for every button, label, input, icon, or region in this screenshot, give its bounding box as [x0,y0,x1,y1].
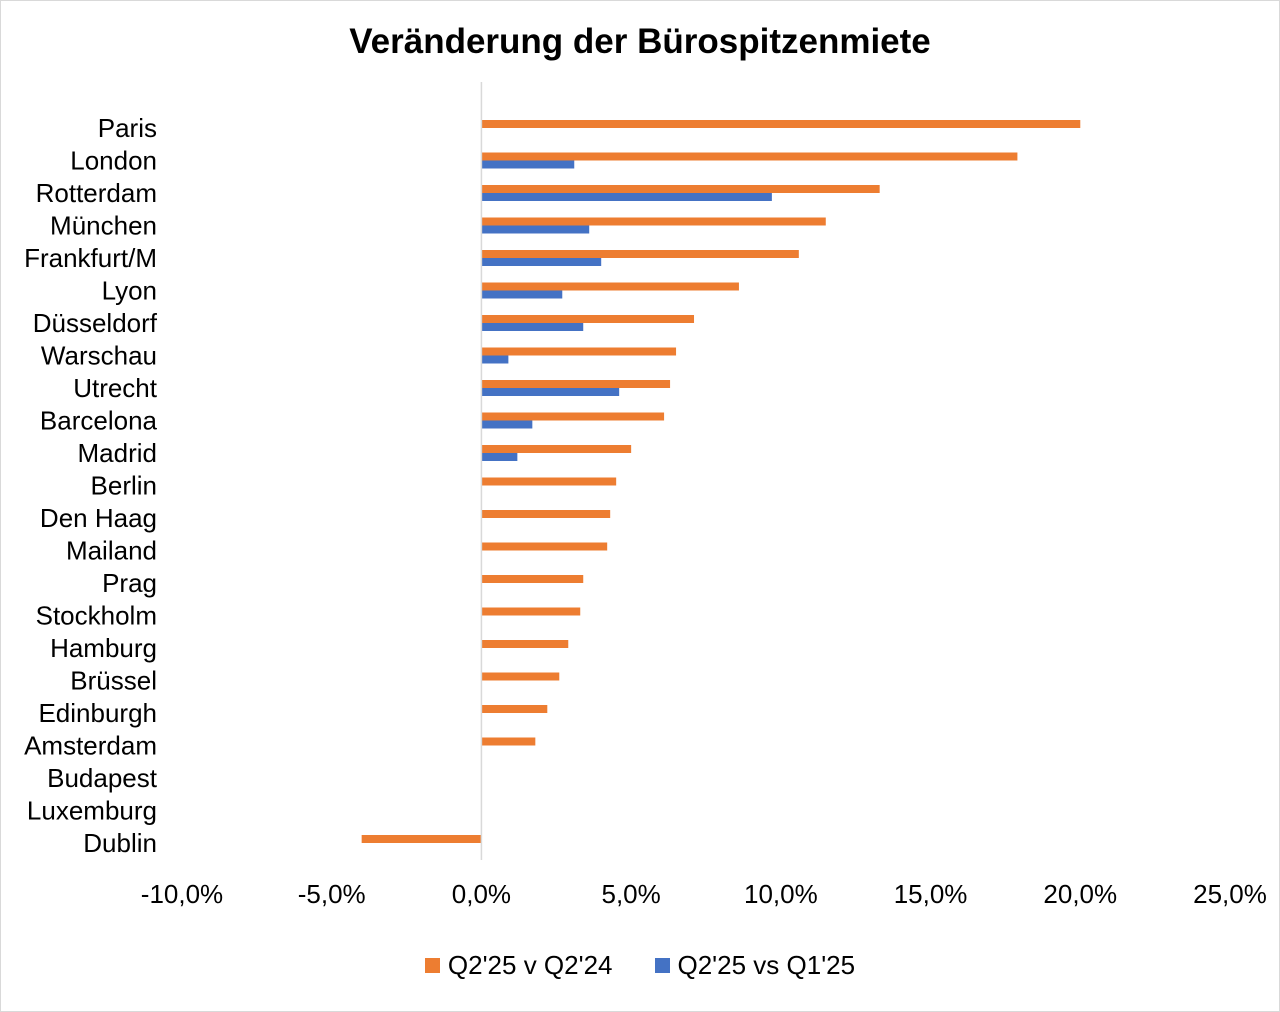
bar-duesseldorf-series-1 [481,315,695,323]
bar-utrecht-series-2 [481,388,620,396]
legend-label-series-1: Q2'25 v Q2'24 [447,950,613,980]
bars-layer [361,120,1081,843]
x-tick-label: 5,0% [602,879,661,909]
bar-muenchen-series-2 [481,225,590,234]
x-tick-label: 15,0% [894,879,968,909]
legend-label-series-2: Q2'25 vs Q1'25 [677,950,856,980]
bar-frankfurt-m-series-2 [481,258,602,266]
bar-duesseldorf-series-2 [481,323,584,331]
bar-hamburg-series-1 [481,640,569,648]
category-label-duesseldorf: Düsseldorf [33,308,158,338]
category-label-mailand: Mailand [66,536,157,566]
bar-rotterdam-series-2 [481,193,772,201]
chart-title: Veränderung der Bürospitzenmiete [349,22,931,61]
legend-swatch-series-1 [424,958,440,973]
bar-madrid-series-1 [481,445,632,453]
bar-warschau-series-1 [481,347,677,356]
legend-swatch-series-2 [654,958,670,973]
category-label-muenchen: München [50,211,157,241]
bar-amsterdam-series-1 [481,737,536,746]
bar-prag-series-1 [481,575,584,583]
category-label-edinburgh: Edinburgh [38,698,157,728]
category-label-dublin: Dublin [83,828,157,858]
bar-london-series-1 [481,152,1018,161]
legend-item-series-1: Q2'25 v Q2'24 [424,950,613,981]
bar-frankfurt-m-series-1 [481,250,799,258]
bar-london-series-2 [481,160,575,169]
category-label-frankfurt-m: Frankfurt/M [24,243,157,273]
bar-paris-series-1 [481,120,1081,128]
bar-dublin-series-1 [361,835,482,843]
bar-bruessel-series-1 [481,672,560,681]
bar-berlin-series-1 [481,477,617,486]
category-label-den-haag: Den Haag [40,503,157,533]
x-tick-label: 20,0% [1043,879,1117,909]
x-tick-label: 25,0% [1193,879,1267,909]
legend-item-series-2: Q2'25 vs Q1'25 [654,950,856,981]
category-label-madrid: Madrid [78,438,157,468]
bar-barcelona-series-1 [481,412,665,421]
category-labels: ParisLondonRotterdamMünchenFrankfurt/MLy… [24,113,158,858]
bar-mailand-series-1 [481,542,608,551]
bar-den-haag-series-1 [481,510,611,518]
category-label-rotterdam: Rotterdam [36,178,157,208]
category-label-luxemburg: Luxemburg [27,796,157,826]
bar-edinburgh-series-1 [481,705,548,713]
bar-utrecht-series-1 [481,380,671,388]
category-label-warschau: Warschau [41,341,157,371]
category-label-barcelona: Barcelona [40,406,158,436]
bar-lyon-series-1 [481,282,739,291]
bar-madrid-series-2 [481,453,518,461]
x-tick-label: -10,0% [141,879,223,909]
category-label-budapest: Budapest [47,763,158,793]
category-label-london: London [70,146,157,176]
legend: Q2'25 v Q2'24 Q2'25 vs Q1'25 [0,950,1280,981]
category-label-prag: Prag [102,568,157,598]
bar-stockholm-series-1 [481,607,581,616]
x-tick-label: -5,0% [298,879,366,909]
category-label-amsterdam: Amsterdam [24,731,157,761]
category-label-lyon: Lyon [102,276,157,306]
x-tick-labels: -10,0% -5,0% 0,0% 5,0% 10,0% 15,0% 20,0% 25,0% [141,879,1267,909]
category-label-stockholm: Stockholm [36,601,157,631]
bar-rotterdam-series-1 [481,185,880,193]
category-label-utrecht: Utrecht [73,373,158,403]
x-tick-label: 0,0% [452,879,511,909]
bar-muenchen-series-1 [481,217,826,226]
x-tick-label: 10,0% [744,879,818,909]
category-label-bruessel: Brüssel [70,666,157,696]
bar-lyon-series-2 [481,290,563,299]
bar-barcelona-series-2 [481,420,533,429]
bar-warschau-series-2 [481,355,509,364]
category-label-hamburg: Hamburg [50,633,157,663]
category-label-paris: Paris [98,113,157,143]
category-label-berlin: Berlin [91,471,157,501]
